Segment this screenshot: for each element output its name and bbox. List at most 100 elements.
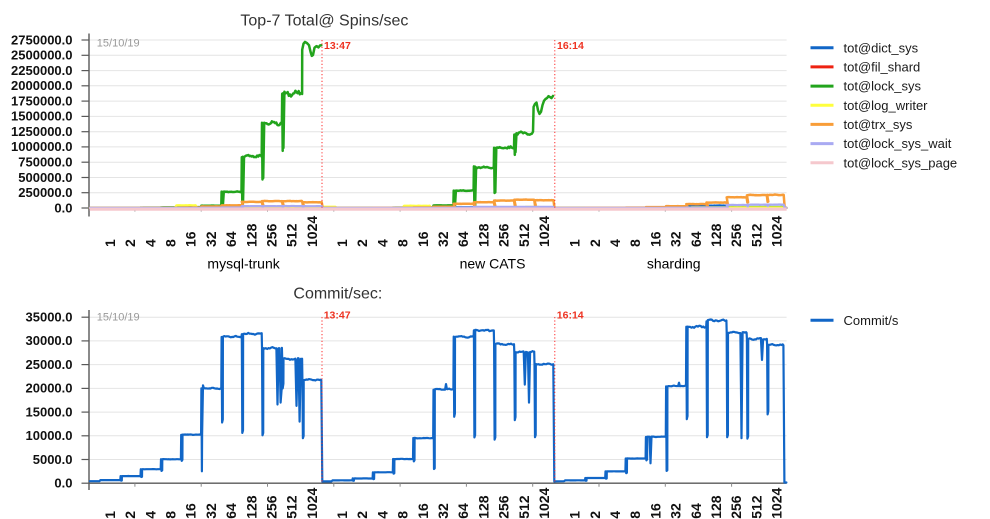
svg-text:tot@trx_sys: tot@trx_sys: [844, 117, 913, 132]
svg-text:750000.0: 750000.0: [18, 155, 72, 170]
svg-text:32: 32: [668, 231, 684, 247]
svg-text:512: 512: [748, 223, 764, 247]
svg-text:500000.0: 500000.0: [18, 170, 72, 185]
svg-text:128: 128: [475, 223, 491, 247]
svg-text:2: 2: [354, 239, 370, 247]
svg-text:64: 64: [223, 231, 239, 247]
svg-text:tot@lock_sys: tot@lock_sys: [844, 79, 922, 94]
svg-text:1500000.0: 1500000.0: [11, 109, 72, 124]
svg-text:64: 64: [455, 503, 471, 519]
svg-text:1: 1: [567, 239, 583, 247]
svg-text:30000.0: 30000.0: [26, 333, 73, 348]
svg-text:4: 4: [374, 511, 390, 519]
svg-text:1: 1: [334, 511, 350, 519]
svg-text:16: 16: [183, 503, 199, 519]
svg-text:13:47: 13:47: [324, 310, 351, 322]
svg-text:8: 8: [163, 511, 179, 519]
svg-text:tot@log_writer: tot@log_writer: [844, 98, 929, 113]
svg-text:35000.0: 35000.0: [26, 310, 73, 325]
svg-text:512: 512: [284, 223, 300, 247]
svg-text:16: 16: [647, 231, 663, 247]
svg-text:256: 256: [496, 223, 512, 247]
svg-text:8: 8: [395, 239, 411, 247]
svg-text:64: 64: [688, 503, 704, 519]
svg-text:256: 256: [264, 223, 280, 247]
svg-text:1: 1: [102, 239, 118, 247]
svg-text:64: 64: [688, 231, 704, 247]
svg-text:16:14: 16:14: [557, 40, 584, 52]
svg-text:1024: 1024: [536, 216, 552, 247]
svg-text:64: 64: [455, 231, 471, 247]
svg-text:13:47: 13:47: [324, 40, 351, 52]
svg-text:512: 512: [748, 495, 764, 519]
svg-text:15/10/19: 15/10/19: [97, 312, 140, 324]
svg-text:2: 2: [122, 511, 138, 519]
svg-text:25000.0: 25000.0: [26, 357, 73, 372]
svg-text:4: 4: [607, 239, 623, 247]
svg-text:mysql-trunk: mysql-trunk: [207, 256, 280, 272]
svg-text:64: 64: [223, 503, 239, 519]
svg-text:2: 2: [587, 239, 603, 247]
svg-text:1024: 1024: [769, 487, 785, 518]
svg-text:2500000.0: 2500000.0: [11, 48, 72, 63]
svg-text:16:14: 16:14: [557, 310, 584, 322]
svg-text:8: 8: [627, 239, 643, 247]
svg-text:15000.0: 15000.0: [26, 404, 73, 419]
svg-text:32: 32: [668, 503, 684, 519]
svg-text:8: 8: [627, 511, 643, 519]
svg-text:32: 32: [435, 503, 451, 519]
svg-text:250000.0: 250000.0: [18, 185, 72, 200]
svg-text:Commit/s: Commit/s: [844, 313, 899, 328]
svg-text:128: 128: [243, 223, 259, 247]
svg-text:tot@lock_sys_wait: tot@lock_sys_wait: [844, 136, 952, 151]
svg-text:256: 256: [264, 495, 280, 519]
svg-text:1024: 1024: [304, 487, 320, 518]
svg-text:Commit/sec:: Commit/sec:: [293, 285, 382, 302]
svg-text:256: 256: [728, 495, 744, 519]
svg-text:1024: 1024: [536, 487, 552, 518]
svg-text:16: 16: [647, 503, 663, 519]
svg-text:4: 4: [142, 239, 158, 247]
svg-text:32: 32: [203, 231, 219, 247]
svg-text:15/10/19: 15/10/19: [97, 37, 140, 49]
svg-text:2: 2: [354, 511, 370, 519]
svg-text:sharding: sharding: [647, 256, 701, 272]
svg-text:2000000.0: 2000000.0: [11, 78, 72, 93]
svg-text:256: 256: [496, 495, 512, 519]
svg-text:2: 2: [587, 511, 603, 519]
svg-text:20000.0: 20000.0: [26, 381, 73, 396]
svg-text:tot@dict_sys: tot@dict_sys: [844, 40, 919, 55]
svg-text:16: 16: [415, 503, 431, 519]
svg-text:1000000.0: 1000000.0: [11, 139, 72, 154]
svg-text:2250000.0: 2250000.0: [11, 63, 72, 78]
svg-text:512: 512: [284, 495, 300, 519]
svg-text:10000.0: 10000.0: [26, 428, 73, 443]
svg-text:1: 1: [102, 511, 118, 519]
svg-text:8: 8: [163, 239, 179, 247]
svg-text:128: 128: [708, 495, 724, 519]
svg-text:tot@lock_sys_page: tot@lock_sys_page: [844, 155, 958, 170]
svg-text:4: 4: [607, 511, 623, 519]
svg-text:1: 1: [567, 511, 583, 519]
svg-text:1250000.0: 1250000.0: [11, 124, 72, 139]
svg-text:4: 4: [142, 511, 158, 519]
svg-text:8: 8: [395, 511, 411, 519]
svg-text:1750000.0: 1750000.0: [11, 93, 72, 108]
svg-text:Top-7 Total@ Spins/sec: Top-7 Total@ Spins/sec: [240, 13, 408, 30]
svg-text:0.0: 0.0: [54, 200, 72, 215]
svg-text:16: 16: [415, 231, 431, 247]
svg-text:32: 32: [203, 503, 219, 519]
svg-text:1024: 1024: [304, 216, 320, 247]
svg-text:256: 256: [728, 223, 744, 247]
svg-text:5000.0: 5000.0: [33, 452, 73, 467]
svg-text:128: 128: [708, 223, 724, 247]
svg-text:32: 32: [435, 231, 451, 247]
svg-text:128: 128: [475, 495, 491, 519]
svg-text:1: 1: [334, 239, 350, 247]
svg-text:512: 512: [516, 223, 532, 247]
svg-text:512: 512: [516, 495, 532, 519]
svg-text:0.0: 0.0: [54, 476, 72, 491]
svg-text:1024: 1024: [769, 216, 785, 247]
svg-text:2: 2: [122, 239, 138, 247]
svg-text:tot@fil_shard: tot@fil_shard: [844, 60, 921, 75]
